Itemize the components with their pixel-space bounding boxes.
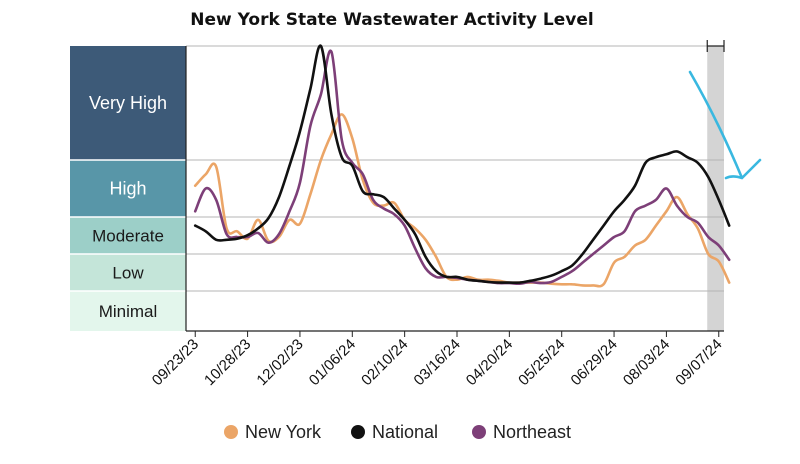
legend-marker <box>472 425 486 439</box>
series-line-northeast <box>193 49 731 286</box>
series-lines <box>193 44 731 288</box>
legend: New York National Northeast <box>224 422 571 442</box>
band-label: Low <box>112 264 144 283</box>
x-tick-label: 09/07/24 <box>672 336 725 389</box>
series-line-new-york <box>193 113 731 288</box>
legend-marker <box>224 425 238 439</box>
arrow-icon <box>688 70 762 180</box>
chart-title: New York State Wastewater Activity Level <box>190 10 594 30</box>
x-tick-labels: 09/23/23 10/28/23 12/02/23 01/06/24 02/10/24… <box>149 331 726 389</box>
legend-label: New York <box>245 422 322 442</box>
band-label: Minimal <box>99 302 158 321</box>
legend-marker <box>351 425 365 439</box>
band-label: High <box>109 179 146 199</box>
x-tick-label: 09/23/23 <box>149 336 202 389</box>
trend-arrow <box>688 40 762 180</box>
x-tick-label: 04/20/24 <box>463 336 516 389</box>
band-high <box>70 160 186 217</box>
legend-item-northeast: Northeast <box>472 422 571 442</box>
axes <box>185 46 724 332</box>
x-tick-label: 03/16/24 <box>411 336 464 389</box>
band-very-high <box>70 46 186 160</box>
band-minimal <box>70 291 186 331</box>
x-tick-label: 05/25/24 <box>515 336 568 389</box>
shaded-period-bracket <box>706 40 725 52</box>
x-tick-label: 12/02/23 <box>253 336 306 389</box>
x-tick-label: 08/03/24 <box>620 336 673 389</box>
band-low <box>70 254 186 291</box>
legend-item-national: National <box>351 422 438 442</box>
band-label: Moderate <box>92 227 164 246</box>
x-tick-label: 01/06/24 <box>306 336 359 389</box>
x-tick-label: 06/29/24 <box>568 336 621 389</box>
gridlines <box>186 45 724 292</box>
legend-label: National <box>372 422 438 442</box>
series-line-national <box>193 44 731 284</box>
legend-label: Northeast <box>493 422 571 442</box>
activity-level-bands: Very High High Moderate Low Minimal <box>70 46 186 331</box>
recent-data-shade <box>707 46 724 331</box>
band-moderate <box>70 217 186 254</box>
legend-item-new-york: New York <box>224 422 322 442</box>
x-tick-label: 02/10/24 <box>358 336 411 389</box>
band-label: Very High <box>89 93 167 113</box>
shaded-period <box>707 46 724 331</box>
x-tick-label: 10/28/23 <box>201 336 254 389</box>
